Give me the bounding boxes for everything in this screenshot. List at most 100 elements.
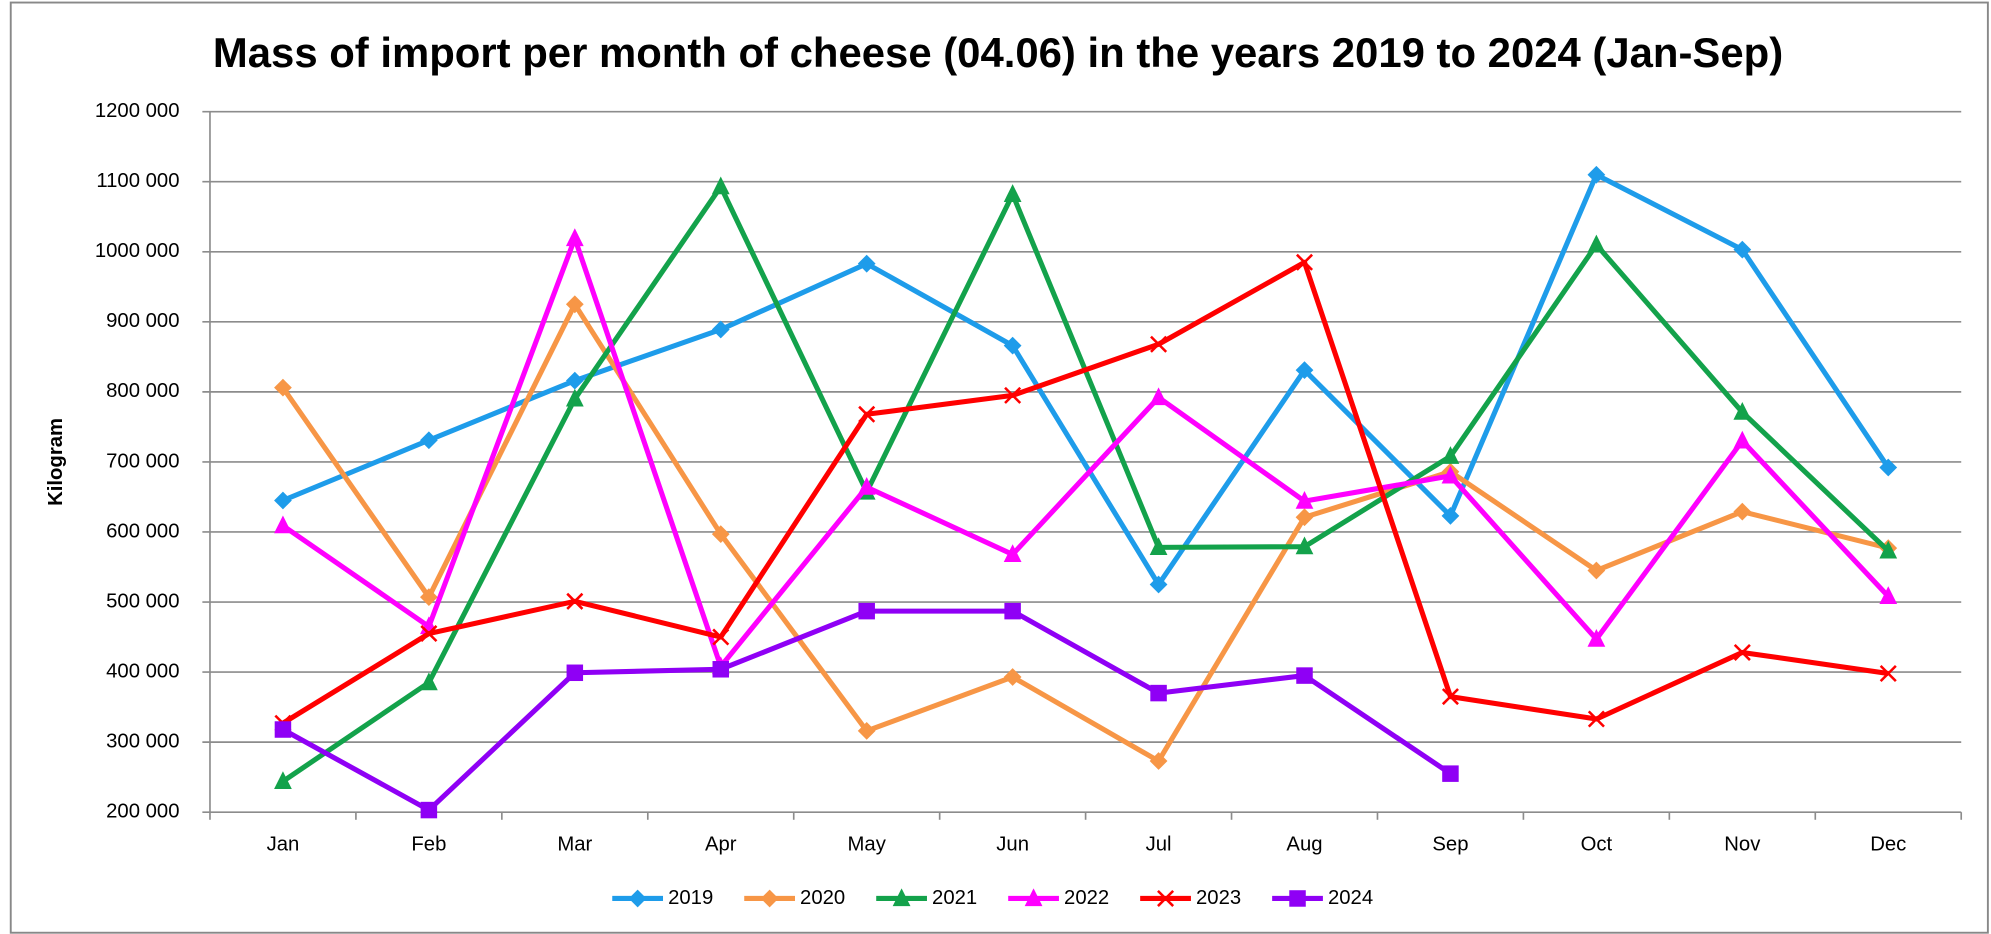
x-tick-label: Aug [1286,834,1322,856]
x-tick-label: May [848,834,887,856]
legend-label: 2020 [800,887,845,909]
data-point [566,592,584,610]
data-point [1149,752,1168,770]
data-point [1442,765,1459,782]
data-point [1879,664,1897,682]
x-tick-label: Jul [1146,834,1172,856]
x-tick-label: Jan [267,834,300,856]
y-tick-label: 200 000 [106,801,179,823]
data-point [857,722,876,740]
data-point [1150,335,1168,353]
legend-marker [1157,889,1175,907]
legend-marker [1024,888,1043,907]
y-tick-label: 700 000 [106,450,179,472]
data-point [1587,234,1606,253]
data-point [1733,502,1752,521]
chart-title: Mass of import per month of cheese (04.0… [213,29,1783,76]
data-point [565,295,584,314]
data-point [858,405,876,423]
x-tick-label: Jun [996,834,1029,856]
data-point [1004,602,1021,620]
data-point [1879,458,1898,477]
data-point [1879,540,1898,559]
data-point [857,476,876,495]
data-point [1441,446,1460,464]
data-point [1003,544,1022,563]
data-point [1149,537,1168,555]
x-tick-label: Dec [1870,834,1906,856]
x-tick-label: Apr [705,834,737,856]
data-point [1733,643,1751,661]
y-tick-label: 1200 000 [95,100,180,122]
legend-label: 2023 [1196,887,1241,909]
y-axis-label: Kilogram [45,418,67,506]
y-tick-label: 800 000 [106,380,179,402]
data-point [1879,586,1898,605]
data-point [711,525,730,543]
data-point [1441,688,1459,706]
y-tick-label: 400 000 [106,660,179,682]
data-point [1295,536,1314,555]
data-point [565,228,584,247]
data-point [1441,506,1460,525]
x-tick-label: Nov [1724,834,1761,856]
data-point [1587,710,1605,728]
data-point [1295,361,1314,380]
y-tick-label: 600 000 [106,520,179,542]
data-point [1295,253,1314,271]
chart-border [9,1,1989,934]
data-point [1441,465,1460,484]
data-point [1004,386,1022,404]
x-tick-label: Mar [557,834,592,856]
legend-label: 2022 [1064,887,1109,909]
data-point [712,661,730,678]
data-point [274,771,292,789]
legend-marker [1289,890,1306,907]
data-point [1733,240,1752,259]
series-line [281,259,1889,726]
data-point [1733,430,1752,449]
data-point [1150,684,1167,702]
data-point [1149,575,1168,594]
legend-label: 2019 [668,887,713,909]
series-line [281,172,1891,588]
series-line [281,235,1891,670]
data-point [274,515,292,534]
data-point [1295,490,1314,509]
data-point [419,431,438,450]
legend-marker [892,888,911,907]
data-point [1003,336,1022,355]
data-point [858,602,875,620]
legend-label: 2024 [1328,887,1373,909]
data-point [566,664,584,682]
data-point [1587,561,1606,580]
data-point [565,388,584,407]
legend-marker [760,889,779,908]
x-tick-label: Sep [1432,834,1468,856]
data-point [1149,387,1168,406]
data-point [274,378,292,397]
data-point [1295,508,1314,527]
data-point [1733,402,1752,420]
data-point [420,801,438,819]
data-point [711,176,730,195]
data-point [274,491,292,510]
data-point [1003,184,1022,202]
x-tick-label: Oct [1581,834,1613,856]
legend-label: 2021 [932,887,977,909]
data-point [274,721,292,738]
data-point [419,588,438,607]
data-point [1587,628,1606,647]
y-tick-label: 500 000 [106,590,179,612]
data-point [712,628,730,646]
y-tick-label: 900 000 [106,310,179,332]
y-tick-label: 300 000 [106,730,179,752]
y-tick-label: 1000 000 [95,240,180,262]
data-point [419,672,438,691]
y-tick-label: 1100 000 [96,170,179,192]
legend-marker [628,889,647,908]
series-line [280,301,1889,764]
data-point [565,371,584,390]
data-point [1003,668,1022,686]
